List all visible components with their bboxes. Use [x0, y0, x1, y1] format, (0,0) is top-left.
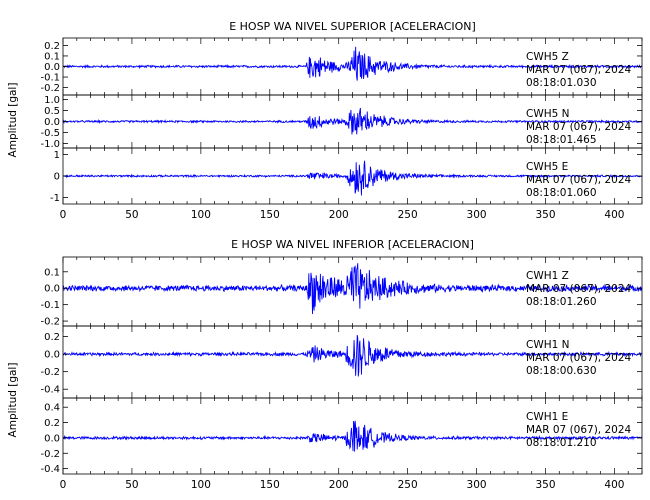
y-tick-label: -0.5: [40, 128, 60, 139]
chart-group-1: E HOSP WA NIVEL SUPERIOR [ACELERACION] Am…: [7, 20, 643, 221]
y-tick-label: -1.0: [40, 139, 60, 150]
time-label: 08:18:01.260: [526, 296, 597, 308]
x-tick-label: 100: [191, 209, 211, 221]
x-tick-label: 300: [467, 479, 487, 491]
y-tick-label: -0.4: [40, 385, 60, 396]
date-label: MAR 07 (067), 2024: [526, 283, 632, 295]
date-label: MAR 07 (067), 2024: [526, 424, 632, 436]
x-tick-label: 0: [60, 209, 67, 221]
date-label: MAR 07 (067), 2024: [526, 64, 632, 76]
y-tick-label: -0.2: [40, 83, 60, 94]
x-tick-label: 50: [125, 209, 138, 221]
seismic-trace: [62, 46, 643, 81]
x-tick-label: 0: [60, 479, 67, 491]
y-tick-label: 0.1: [44, 51, 60, 62]
date-label: MAR 07 (067), 2024: [526, 174, 632, 186]
y-tick-label: 1.0: [44, 95, 60, 106]
chart-title: E HOSP WA NIVEL SUPERIOR [ACELERACION]: [229, 20, 476, 33]
y-tick-label: -0.1: [40, 300, 60, 311]
chart-title: E HOSP WA NIVEL INFERIOR [ACELERACION]: [231, 238, 474, 251]
y-tick-label: 0.0: [44, 284, 60, 295]
station-component-label: CWH1 N: [526, 339, 569, 351]
x-tick-label: 150: [260, 209, 280, 221]
x-tick-label: 200: [329, 479, 349, 491]
station-component-label: CWH5 Z: [526, 51, 569, 63]
y-tick-label: 0.2: [44, 332, 60, 343]
y-tick-label: 1: [54, 150, 60, 161]
time-label: 08:18:01.030: [526, 77, 597, 89]
y-tick-label: -1: [50, 193, 60, 204]
panel-frame: [62, 397, 643, 475]
x-tick-label: 350: [535, 209, 555, 221]
station-component-label: CWH5 E: [526, 161, 568, 173]
y-tick-label: 0.0: [44, 117, 60, 128]
x-tick-label: 50: [125, 479, 138, 491]
y-tick-label: 0.2: [44, 418, 60, 429]
seismic-trace: [62, 160, 643, 196]
seismic-trace: [62, 107, 643, 135]
date-label: MAR 07 (067), 2024: [526, 352, 632, 364]
x-tick-label: 400: [604, 209, 624, 221]
seismic-trace: [62, 335, 643, 377]
x-tick-label: 200: [329, 209, 349, 221]
station-component-label: CWH1 E: [526, 411, 568, 423]
time-label: 08:18:01.465: [526, 134, 597, 146]
y-tick-label: 0.4: [44, 403, 60, 414]
chart-group-2: E HOSP WA NIVEL INFERIOR [ACELERACION] Am…: [7, 238, 643, 491]
y-tick-label: 0.5: [44, 106, 60, 117]
date-label: MAR 07 (067), 2024: [526, 121, 632, 133]
x-tick-label: 250: [398, 209, 418, 221]
x-tick-label: 300: [467, 209, 487, 221]
station-component-label: CWH1 Z: [526, 270, 569, 282]
y-tick-label: 0.0: [44, 350, 60, 361]
station-component-label: CWH5 N: [526, 108, 569, 120]
y-tick-label: -0.2: [40, 367, 60, 378]
y-axis-label: Amplitud [gal]: [7, 363, 19, 438]
time-label: 08:18:01.060: [526, 187, 597, 199]
y-tick-label: -0.4: [40, 464, 60, 475]
y-tick-label: 0.1: [44, 267, 60, 278]
x-tick-label: 350: [535, 479, 555, 491]
x-tick-label: 150: [260, 479, 280, 491]
y-tick-label: 0.0: [44, 433, 60, 444]
y-tick-label: -0.1: [40, 73, 60, 84]
time-label: 08:18:01.210: [526, 437, 597, 449]
x-tick-label: 250: [398, 479, 418, 491]
x-tick-label: 100: [191, 479, 211, 491]
y-tick-label: 0: [54, 172, 60, 183]
y-axis-label: Amplitud [gal]: [7, 83, 19, 158]
y-tick-label: -0.2: [40, 317, 60, 328]
seismic-trace: [62, 263, 643, 315]
time-label: 08:18:00.630: [526, 365, 597, 377]
x-tick-label: 400: [604, 479, 624, 491]
y-tick-label: -0.2: [40, 449, 60, 460]
y-tick-label: 0.0: [44, 62, 60, 73]
seismic-trace: [62, 420, 643, 452]
y-tick-label: 0.2: [44, 41, 60, 52]
